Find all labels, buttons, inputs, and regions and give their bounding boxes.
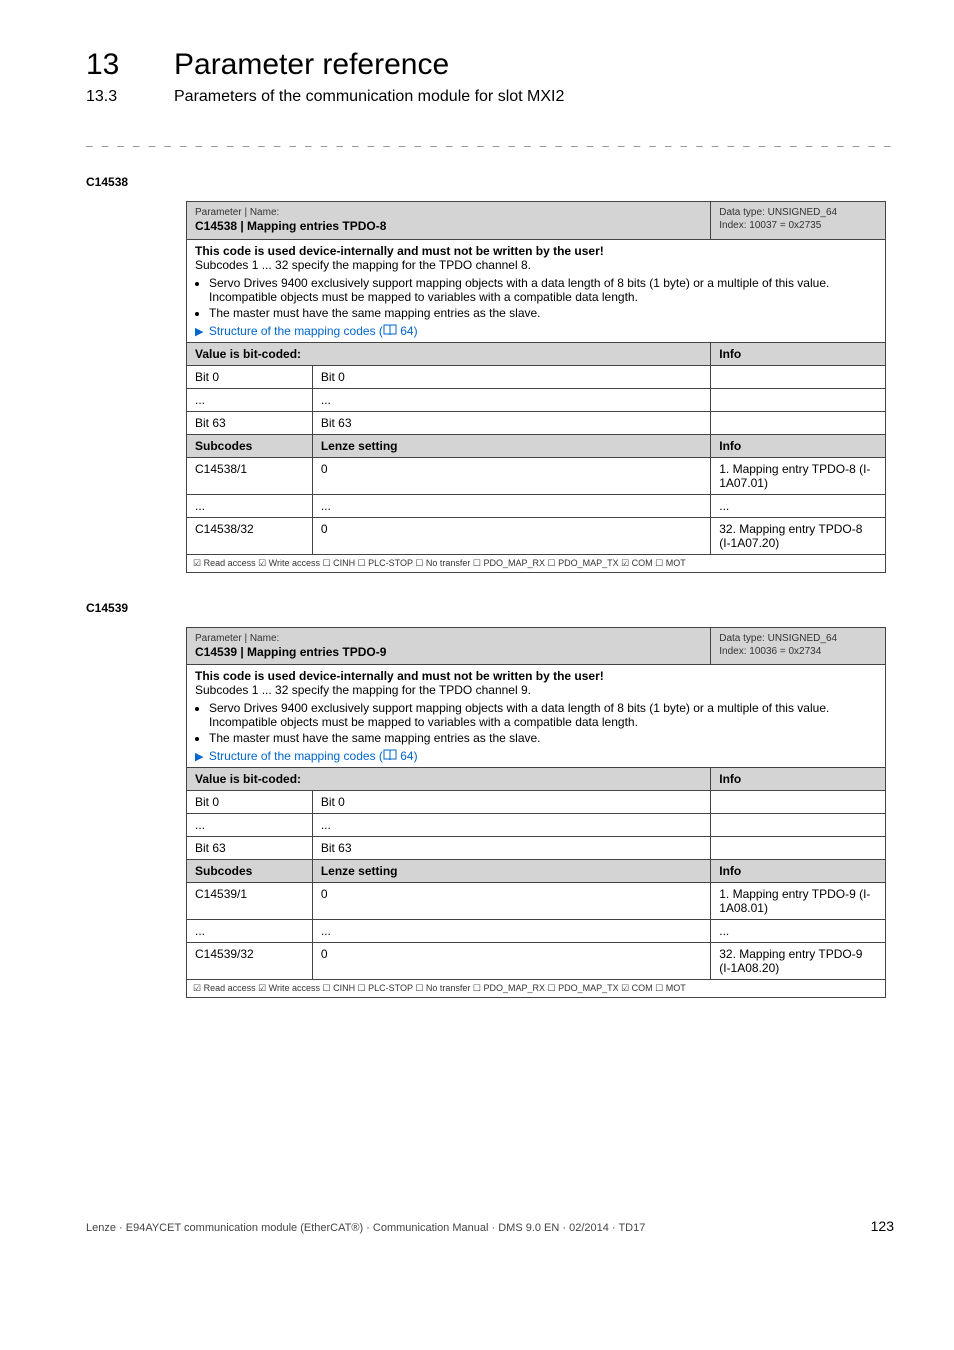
struct-page-ref[interactable]: 64: [397, 324, 414, 338]
col-header: Info: [711, 860, 886, 883]
table-cell: 0: [312, 457, 710, 494]
table-cell: ...: [312, 388, 710, 411]
chapter-number: 13: [86, 48, 146, 82]
page-number: 123: [871, 1218, 894, 1234]
table-cell: C14538/32: [187, 517, 313, 554]
desc-bold: This code is used device-internally and …: [195, 244, 877, 258]
param-label: Parameter | Name:: [195, 206, 702, 219]
table-cell: 1. Mapping entry TPDO-9 (I-1A08.01): [711, 883, 886, 920]
param-table: Parameter | Name: C14539 | Mapping entri…: [186, 627, 886, 999]
desc-line: Subcodes 1 ... 32 specify the mapping fo…: [195, 258, 877, 272]
table-cell: ...: [711, 494, 886, 517]
col-header: Subcodes: [187, 860, 313, 883]
table-cell: ...: [187, 388, 313, 411]
col-header: Lenze setting: [312, 434, 710, 457]
table-cell: 1. Mapping entry TPDO-8 (I-1A07.01): [711, 457, 886, 494]
desc-bullet: The master must have the same mapping en…: [209, 731, 877, 745]
col-header: Value is bit-coded:: [187, 768, 711, 791]
table-cell: [711, 791, 886, 814]
access-row: ☑ Read access ☑ Write access ☐ CINH ☐ PL…: [187, 554, 886, 572]
col-header: Lenze setting: [312, 860, 710, 883]
table-cell: ...: [711, 920, 886, 943]
table-cell: ...: [187, 494, 313, 517]
table-cell: ...: [312, 814, 710, 837]
desc-bold: This code is used device-internally and …: [195, 669, 877, 683]
table-cell: ...: [187, 814, 313, 837]
access-row: ☑ Read access ☑ Write access ☐ CINH ☐ PL…: [187, 980, 886, 998]
table-cell: 32. Mapping entry TPDO-9 (I-1A08.20): [711, 943, 886, 980]
table-cell: [711, 814, 886, 837]
param-name: C14539 | Mapping entries TPDO-9: [195, 645, 702, 661]
table-cell: [711, 837, 886, 860]
table-cell: 32. Mapping entry TPDO-8 (I-1A07.20): [711, 517, 886, 554]
table-cell: 0: [312, 517, 710, 554]
table-cell: ...: [312, 920, 710, 943]
arrow-icon: ▶: [195, 326, 203, 338]
chapter-title: Parameter reference: [174, 48, 449, 82]
table-cell: [711, 365, 886, 388]
desc-bullet: The master must have the same mapping en…: [209, 306, 877, 320]
table-cell: Bit 63: [312, 837, 710, 860]
param-datatype: Data type: UNSIGNED_64: [719, 632, 877, 645]
table-cell: 0: [312, 943, 710, 980]
col-header: Info: [711, 768, 886, 791]
table-cell: ...: [312, 494, 710, 517]
section-number: 13.3: [86, 88, 146, 106]
table-cell: Bit 63: [187, 837, 313, 860]
table-cell: Bit 0: [312, 791, 710, 814]
param-label: Parameter | Name:: [195, 632, 702, 645]
struct-page-ref[interactable]: 64: [397, 749, 414, 763]
struct-link[interactable]: Structure of the mapping codes: [209, 324, 376, 338]
col-header: Info: [711, 434, 886, 457]
table-cell: C14539/1: [187, 883, 313, 920]
param-anchor: C14538: [86, 175, 894, 189]
table-cell: Bit 63: [312, 411, 710, 434]
table-cell: [711, 411, 886, 434]
table-cell: C14538/1: [187, 457, 313, 494]
table-cell: 0: [312, 883, 710, 920]
table-cell: [711, 388, 886, 411]
param-index: Index: 10037 = 0x2735: [719, 219, 877, 232]
table-cell: Bit 63: [187, 411, 313, 434]
param-index: Index: 10036 = 0x2734: [719, 645, 877, 658]
table-cell: ...: [187, 920, 313, 943]
desc-bullet: Servo Drives 9400 exclusively support ma…: [209, 701, 877, 729]
param-table: Parameter | Name: C14538 | Mapping entri…: [186, 201, 886, 573]
table-cell: Bit 0: [187, 365, 313, 388]
param-name: C14538 | Mapping entries TPDO-8: [195, 219, 702, 235]
table-cell: C14539/32: [187, 943, 313, 980]
col-header: Info: [711, 342, 886, 365]
arrow-icon: ▶: [195, 751, 203, 763]
section-title: Parameters of the communication module f…: [174, 88, 564, 106]
desc-bullet: Servo Drives 9400 exclusively support ma…: [209, 276, 877, 304]
divider-dashes: _ _ _ _ _ _ _ _ _ _ _ _ _ _ _ _ _ _ _ _ …: [86, 134, 894, 147]
table-cell: Bit 0: [312, 365, 710, 388]
param-datatype: Data type: UNSIGNED_64: [719, 206, 877, 219]
footer-text: Lenze · E94AYCET communication module (E…: [86, 1222, 645, 1234]
desc-line: Subcodes 1 ... 32 specify the mapping fo…: [195, 683, 877, 697]
col-header: Subcodes: [187, 434, 313, 457]
col-header: Value is bit-coded:: [187, 342, 711, 365]
struct-link[interactable]: Structure of the mapping codes: [209, 749, 376, 763]
param-anchor: C14539: [86, 601, 894, 615]
table-cell: Bit 0: [187, 791, 313, 814]
